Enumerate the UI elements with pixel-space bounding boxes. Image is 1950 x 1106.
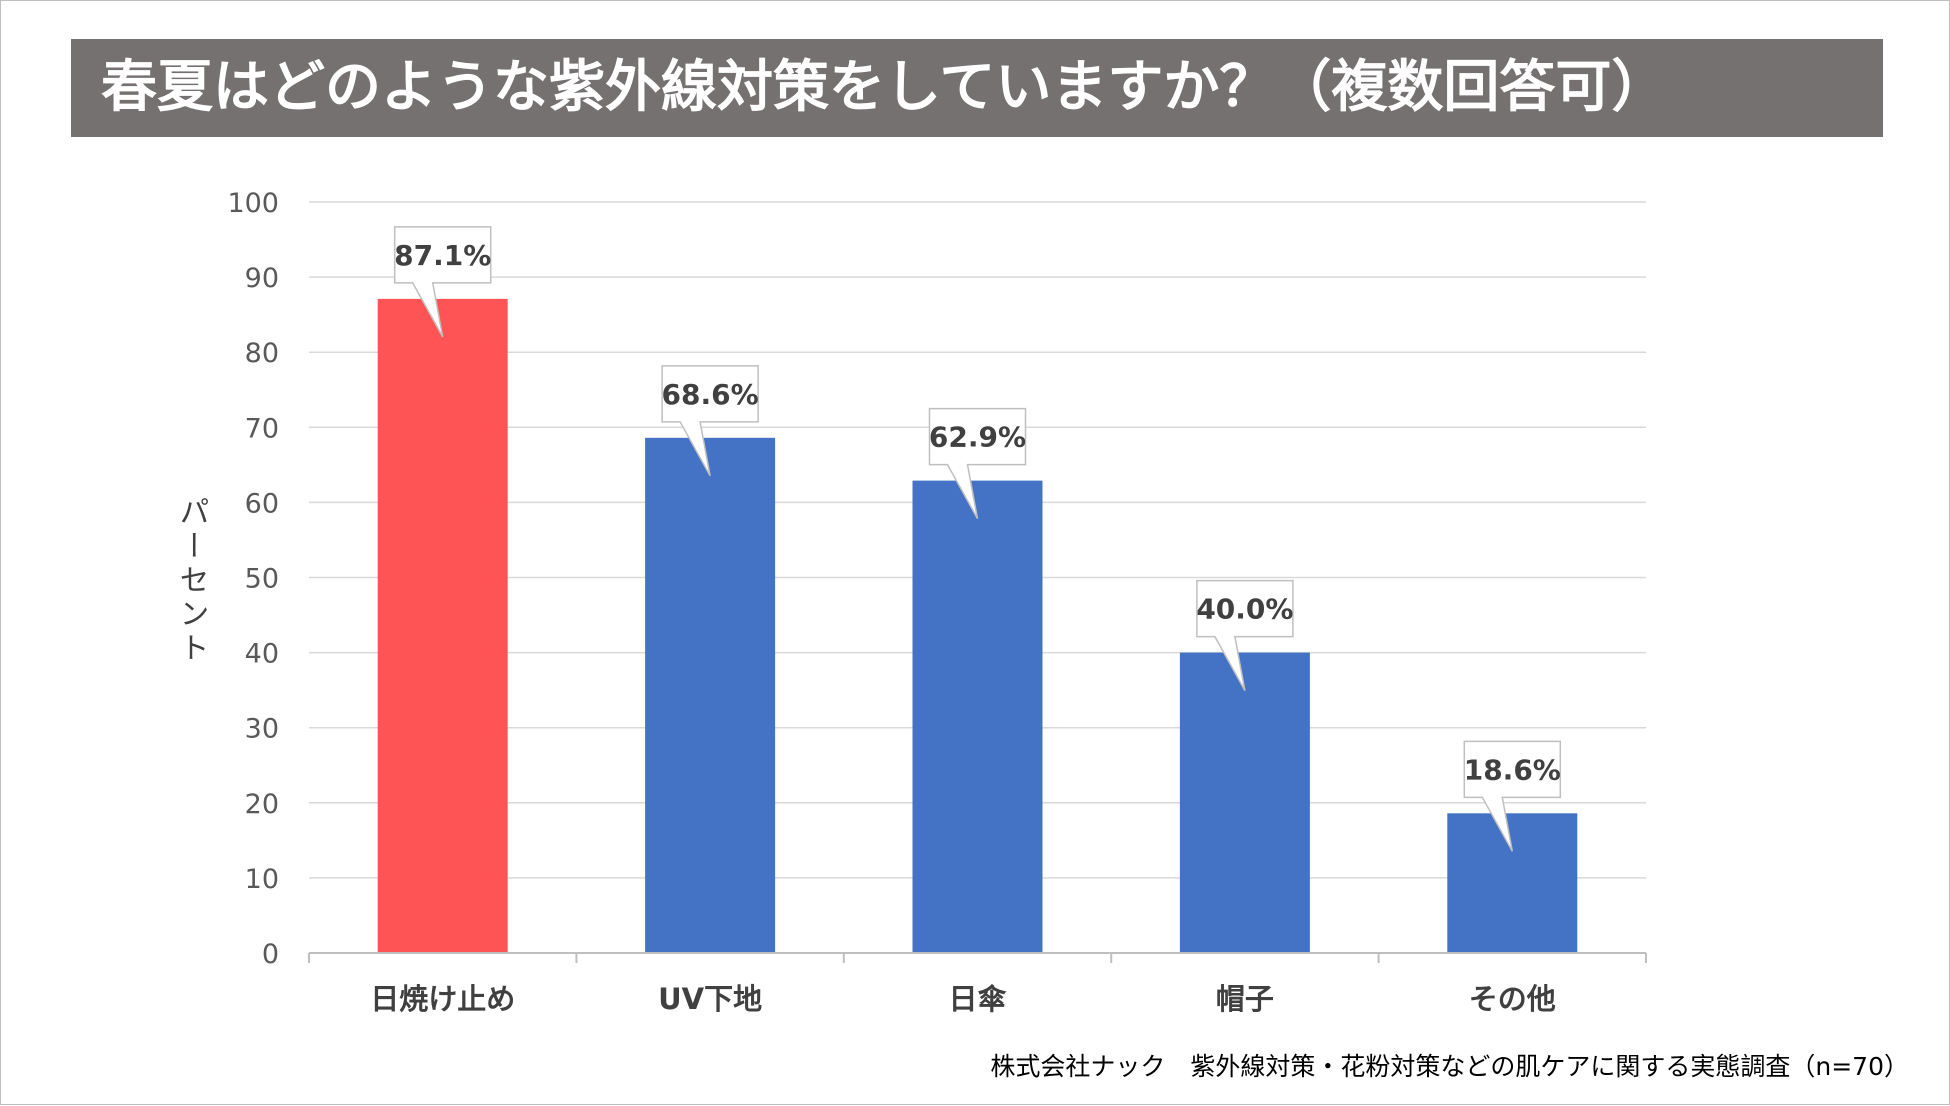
bar-5 xyxy=(1447,813,1578,953)
source-note: 株式会社ナック 紫外線対策・花粉対策などの肌ケアに関する実態調査（n=70） xyxy=(990,1052,1909,1081)
data-label: 40.0% xyxy=(1196,593,1293,626)
bars xyxy=(377,298,1578,954)
data-label: 18.6% xyxy=(1464,753,1561,786)
y-tick-label: 70 xyxy=(245,413,279,444)
y-tick-label: 100 xyxy=(227,188,279,219)
y-tick-label: 30 xyxy=(245,714,279,745)
y-axis-label: パーセント xyxy=(174,496,209,666)
bar-3 xyxy=(912,480,1043,953)
data-label: 68.6% xyxy=(662,378,759,411)
x-tick-label: 日焼け止め xyxy=(370,982,515,1016)
y-tick-label: 40 xyxy=(245,639,279,670)
data-label-callout xyxy=(1196,579,1294,691)
data-label-callout xyxy=(661,365,759,477)
x-tick-label: UV下地 xyxy=(658,982,762,1016)
x-tick-label: 帽子 xyxy=(1216,982,1274,1016)
x-axis xyxy=(308,952,1647,963)
x-axis-labels: 日焼け止め UV下地 日傘 帽子 その他 xyxy=(370,982,1556,1016)
bar-2 xyxy=(645,437,776,954)
y-tick-label: 90 xyxy=(245,263,279,294)
data-label-callout xyxy=(928,407,1027,519)
data-label: 87.1% xyxy=(394,239,491,272)
y-tick-label: 80 xyxy=(245,338,279,369)
y-tick-label: 10 xyxy=(245,864,279,895)
y-axis-ticks: 0 10 20 30 40 50 60 70 80 90 100 xyxy=(227,188,279,970)
data-label-callout xyxy=(393,226,492,338)
data-label-callout xyxy=(1463,740,1562,852)
y-tick-label: 0 xyxy=(262,939,279,970)
bar-4 xyxy=(1179,652,1310,953)
y-tick-label: 60 xyxy=(245,488,279,519)
x-tick-label: その他 xyxy=(1469,982,1556,1016)
data-labels: 87.1% 68.6% 62.9% 40.0% 18.6% xyxy=(393,226,1562,852)
chart-title: 春夏はどのような紫外線対策をしていますか？（複数回答可） xyxy=(71,39,1883,137)
bar-1 xyxy=(377,298,508,953)
data-label: 62.9% xyxy=(929,421,1026,454)
x-tick-label: 日傘 xyxy=(948,982,1006,1016)
y-tick-label: 20 xyxy=(245,789,279,820)
y-tick-label: 50 xyxy=(245,564,279,595)
